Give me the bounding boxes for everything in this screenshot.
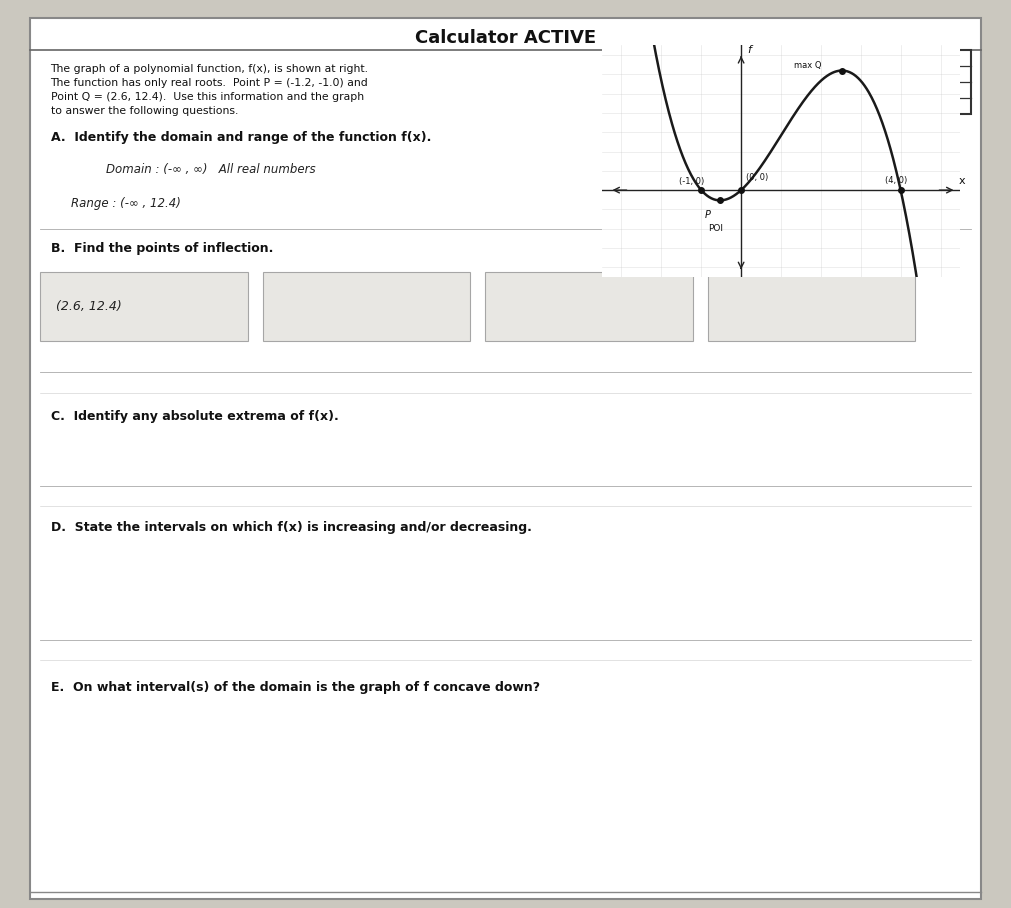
Text: POI: POI: [709, 224, 724, 233]
Text: (-1, 0): (-1, 0): [679, 177, 705, 186]
Text: f: f: [747, 45, 751, 55]
Text: Calculator ACTIVE: Calculator ACTIVE: [415, 29, 596, 47]
Bar: [905, 50, 971, 114]
Bar: [708, 272, 915, 340]
Text: E.  On what interval(s) of the domain is the graph of f concave down?: E. On what interval(s) of the domain is …: [51, 681, 540, 694]
Text: (0, 0): (0, 0): [746, 173, 768, 183]
Bar: [263, 272, 470, 340]
Bar: [485, 272, 693, 340]
Text: max Q: max Q: [794, 61, 822, 70]
Text: C.  Identify any absolute extrema of f(x).: C. Identify any absolute extrema of f(x)…: [51, 410, 339, 423]
Text: The graph of a polynomial function, f(x), is shown at right.
The function has on: The graph of a polynomial function, f(x)…: [51, 64, 369, 115]
Text: x: x: [958, 176, 966, 186]
Text: A.  Identify the domain and range of the function f(x).: A. Identify the domain and range of the …: [51, 131, 431, 143]
Text: Domain : (-∞ , ∞)   All real numbers: Domain : (-∞ , ∞) All real numbers: [106, 163, 315, 176]
Text: P: P: [705, 210, 711, 220]
Text: Range : (-∞ , 12.4): Range : (-∞ , 12.4): [71, 197, 181, 210]
Text: (2.6, 12.4): (2.6, 12.4): [56, 300, 121, 313]
Text: (4, 0): (4, 0): [885, 176, 907, 185]
Text: D.  State the intervals on which f(x) is increasing and/or decreasing.: D. State the intervals on which f(x) is …: [51, 521, 532, 534]
Bar: [40, 272, 248, 340]
Text: B.  Find the points of inflection.: B. Find the points of inflection.: [51, 242, 273, 255]
